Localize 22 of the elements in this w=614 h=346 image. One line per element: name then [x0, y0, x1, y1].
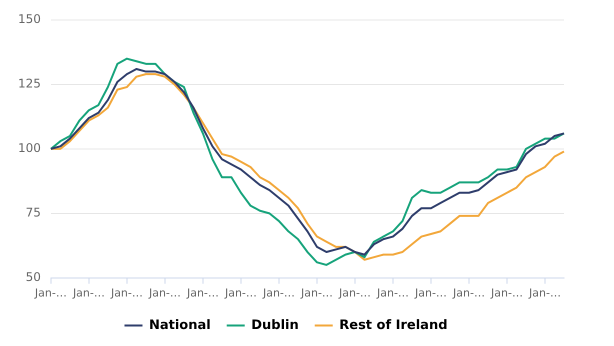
x-tick-label: Jan-… — [110, 286, 143, 300]
x-tick-label: Jan-… — [490, 286, 523, 300]
x-tick-label: Jan-… — [186, 286, 219, 300]
x-tick-label: Jan-… — [300, 286, 333, 300]
x-tick-label: Jan-… — [528, 286, 561, 300]
x-tick-label: Jan-… — [376, 286, 409, 300]
x-tick-label: Jan-… — [262, 286, 295, 300]
y-tick-label: 75 — [26, 205, 41, 220]
x-tick-label: Jan-… — [34, 286, 67, 300]
legend-label: National — [148, 318, 211, 333]
x-tick-label: Jan-… — [148, 286, 181, 300]
x-tick-label: Jan-… — [72, 286, 105, 300]
y-tick-label: 150 — [18, 12, 41, 26]
legend-label: Dublin — [251, 318, 299, 333]
x-tick-label: Jan-… — [452, 286, 485, 300]
x-tick-label: Jan-… — [224, 286, 257, 300]
y-tick-label: 100 — [18, 141, 41, 156]
x-tick-label: Jan-… — [414, 286, 447, 300]
y-tick-label: 125 — [18, 76, 41, 91]
x-tick-label: Jan-… — [338, 286, 371, 300]
legend-label: Rest of Ireland — [339, 318, 448, 333]
y-tick-label: 50 — [26, 270, 41, 284]
